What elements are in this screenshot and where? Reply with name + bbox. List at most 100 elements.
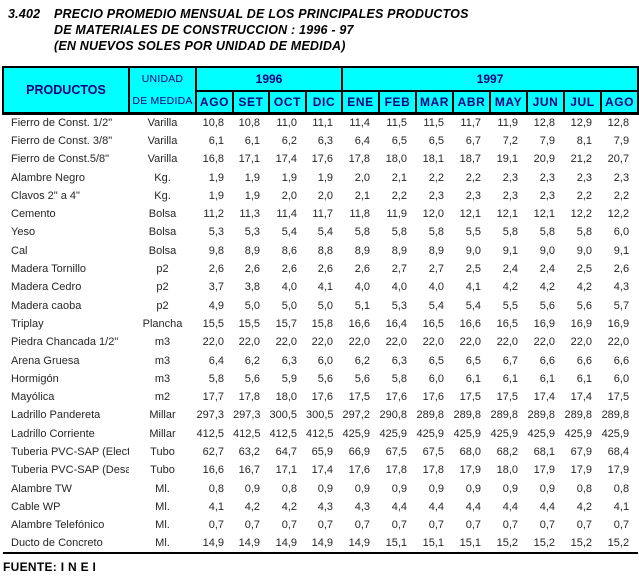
product-name: Mayólica bbox=[11, 391, 55, 404]
price-value: 4,2 bbox=[244, 500, 260, 513]
price-value: 3,8 bbox=[244, 281, 260, 294]
price-value: 12,8 bbox=[533, 117, 556, 130]
price-value: 4,4 bbox=[428, 500, 445, 513]
price-value: 9,0 bbox=[539, 244, 556, 257]
price-value: 16,8 bbox=[202, 153, 224, 166]
price-value: 6,2 bbox=[281, 134, 297, 147]
price-value: 9,8 bbox=[208, 244, 224, 257]
price-value: 11,9 bbox=[497, 117, 519, 130]
price-value: 0,7 bbox=[244, 519, 260, 532]
price-value: 5,8 bbox=[576, 226, 593, 239]
price-value: 12,8 bbox=[607, 117, 630, 130]
price-value: 15,5 bbox=[238, 317, 260, 330]
price-value: 5,8 bbox=[354, 226, 371, 239]
price-value: 425,9 bbox=[453, 427, 482, 440]
price-value: 5,8 bbox=[208, 372, 224, 385]
price-value: 11,5 bbox=[386, 117, 408, 130]
price-value: 17,5 bbox=[348, 391, 371, 404]
month-header-1997-may: MAY bbox=[489, 90, 529, 116]
unit-of-measure: Ml. bbox=[155, 500, 170, 513]
price-value: 11,7 bbox=[312, 208, 334, 221]
unit-of-measure: Ml. bbox=[155, 482, 170, 495]
price-value: 17,6 bbox=[422, 391, 445, 404]
price-value: 64,7 bbox=[275, 445, 297, 458]
price-value: 5,5 bbox=[465, 226, 482, 239]
price-value: 6,1 bbox=[576, 372, 593, 385]
price-value: 2,3 bbox=[465, 189, 482, 202]
product-name: Tuberia PVC-SAP (Electr.) bbox=[11, 445, 129, 458]
price-value: 0,9 bbox=[465, 482, 482, 495]
title-line-1: PRECIO PROMEDIO MENSUAL DE LOS PRINCIPAL… bbox=[54, 7, 469, 21]
column-header-unit: UNIDAD DE MEDIDA bbox=[128, 66, 197, 115]
price-value: 17,8 bbox=[422, 464, 445, 477]
price-value: 18,1 bbox=[422, 153, 445, 166]
price-value: 6,7 bbox=[465, 134, 482, 147]
price-value: 17,6 bbox=[348, 464, 371, 477]
price-value: 9,1 bbox=[613, 244, 630, 257]
price-value: 2,6 bbox=[208, 263, 224, 276]
product-name: Alambre Negro bbox=[11, 171, 85, 184]
unit-of-measure: m2 bbox=[154, 391, 171, 404]
price-value: 6,5 bbox=[391, 134, 408, 147]
price-value: 2,0 bbox=[317, 189, 334, 202]
price-value: 289,8 bbox=[416, 409, 445, 422]
price-value: 0,7 bbox=[539, 519, 556, 532]
price-value: 1,9 bbox=[281, 171, 297, 184]
price-value: 2,6 bbox=[317, 263, 334, 276]
price-value: 2,3 bbox=[539, 189, 556, 202]
price-value: 6,6 bbox=[576, 354, 593, 367]
table-row: Fierro de Const. 1/2" Varilla 10,8 10,8 11,0… bbox=[3, 114, 638, 132]
price-value: 10,8 bbox=[238, 117, 260, 130]
unit-of-measure: Millar bbox=[149, 427, 176, 440]
price-value: 16,5 bbox=[496, 317, 519, 330]
price-value: 6,7 bbox=[502, 354, 519, 367]
price-value: 6,1 bbox=[539, 372, 556, 385]
price-value: 12,0 bbox=[422, 208, 445, 221]
price-value: 22,0 bbox=[459, 336, 482, 349]
price-value: 4,4 bbox=[465, 500, 482, 513]
price-value: 2,4 bbox=[502, 263, 519, 276]
price-value: 8,9 bbox=[391, 244, 408, 257]
price-value: 6,0 bbox=[428, 372, 445, 385]
column-header-products: PRODUCTOS bbox=[2, 66, 130, 115]
price-value: 1,9 bbox=[244, 171, 260, 184]
price-value: 67,5 bbox=[385, 445, 408, 458]
price-value: 15,2 bbox=[533, 536, 556, 549]
price-value: 7,9 bbox=[613, 134, 630, 147]
price-value: 11,0 bbox=[276, 117, 297, 130]
price-value: 2,0 bbox=[281, 189, 297, 202]
price-value: 12,2 bbox=[570, 208, 593, 221]
title-line-3: (EN NUEVOS SOLES POR UNIDAD DE MEDIDA) bbox=[54, 39, 346, 53]
price-value: 5,0 bbox=[244, 299, 260, 312]
price-value: 0,7 bbox=[576, 519, 593, 532]
product-name: Madera caoba bbox=[11, 299, 82, 312]
price-value: 16,6 bbox=[348, 317, 371, 330]
title-line-2: DE MATERIALES DE CONSTRUCCION : 1996 - 9… bbox=[54, 23, 354, 37]
price-value: 412,5 bbox=[233, 427, 261, 440]
price-value: 11,7 bbox=[460, 117, 482, 130]
price-value: 5,6 bbox=[317, 372, 334, 385]
price-value: 11,8 bbox=[349, 208, 371, 221]
price-value: 0,9 bbox=[539, 482, 556, 495]
price-value: 15,2 bbox=[570, 536, 593, 549]
price-value: 67,9 bbox=[570, 445, 593, 458]
price-value: 15,7 bbox=[275, 317, 297, 330]
price-value: 4,2 bbox=[502, 281, 519, 294]
table-row: Tuberia PVC-SAP (Electr.) Tubo 62,7 63,2 64,… bbox=[3, 443, 638, 461]
price-value: 8,8 bbox=[317, 244, 334, 257]
price-value: 2,7 bbox=[428, 263, 445, 276]
price-value: 17,6 bbox=[385, 391, 408, 404]
price-value: 297,3 bbox=[233, 409, 261, 422]
unit-of-measure: Varilla bbox=[147, 117, 178, 130]
price-value: 4,4 bbox=[391, 500, 408, 513]
price-value: 6,0 bbox=[613, 372, 630, 385]
price-value: 17,9 bbox=[570, 464, 593, 477]
price-value: 0,9 bbox=[391, 482, 408, 495]
price-value: 5,7 bbox=[613, 299, 630, 312]
price-value: 5,9 bbox=[281, 372, 297, 385]
price-value: 0,9 bbox=[354, 482, 371, 495]
price-value: 4,0 bbox=[428, 281, 445, 294]
price-value: 2,3 bbox=[613, 171, 630, 184]
price-value: 68,0 bbox=[459, 445, 482, 458]
